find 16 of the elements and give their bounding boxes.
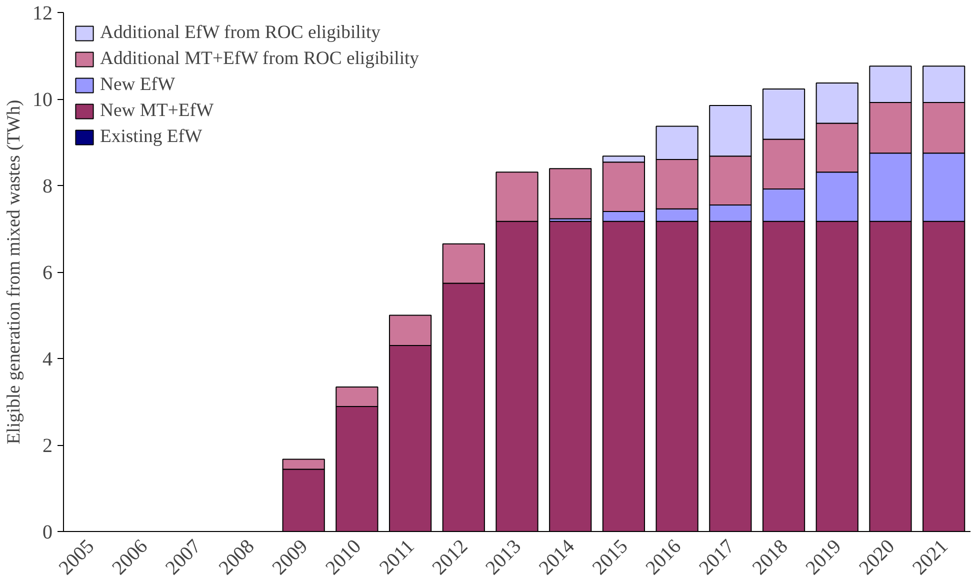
legend-label: Additional MT+EfW from ROC eligibility [100,48,420,70]
legend-label: New MT+EfW [100,100,214,122]
y-tick-label: 0 [42,522,52,544]
y-tick-label: 2 [42,435,52,457]
y-axis-title: Eligible generation from mixed wastes (TWh) [4,100,24,444]
y-tick-label: 12 [32,2,52,24]
x-tick-label: 2011 [375,535,419,579]
y-tick-label: 6 [42,262,52,284]
bar [549,168,592,220]
y-tick-label: 10 [32,89,52,111]
y-tick-label: 4 [42,348,52,370]
x-tick-label: 2021 [908,535,952,580]
legend-label: Existing EfW [100,126,202,148]
legend-label: Additional EfW from ROC eligibility [100,22,381,44]
legend-label: New EfW [100,74,176,96]
y-tick-label: 8 [42,176,52,198]
